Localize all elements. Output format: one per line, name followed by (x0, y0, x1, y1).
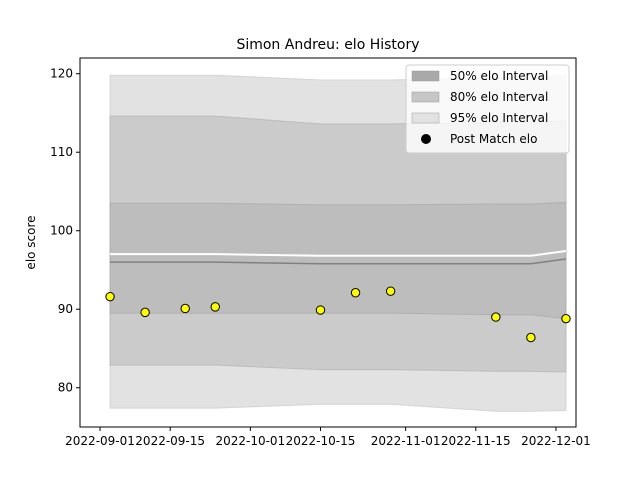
chart-title: Simon Andreu: elo History (236, 37, 419, 53)
y-axis-ticks: 80 90 100 110 120 (50, 67, 80, 395)
post-match-point (561, 313, 571, 324)
post-match-point (526, 332, 536, 343)
post-match-point (385, 286, 396, 296)
y-tick-label: 100 (50, 224, 73, 238)
legend-box (405, 64, 570, 154)
mean-elo-line (110, 258, 567, 265)
x-tick-label: 2022-10-15 (286, 434, 356, 448)
legend-swatch (411, 91, 440, 103)
interval-gap-line (110, 249, 567, 257)
legend: 50% elo Interval 80% elo Interval 95% elo … (405, 64, 570, 154)
legend-label: 95% elo Interval (450, 111, 548, 125)
legend-label: 50% elo Interval (450, 69, 548, 83)
post-match-point (350, 288, 361, 298)
post-match-point (105, 291, 115, 302)
post-match-points (105, 286, 571, 343)
x-tick-label: 2022-12-01 (521, 434, 591, 448)
x-tick-label: 2022-11-01 (371, 434, 441, 448)
post-match-point (180, 303, 190, 314)
x-tick-label: 2022-11-15 (441, 434, 511, 448)
post-match-point (315, 305, 326, 315)
post-match-point (491, 312, 501, 322)
legend-swatch (411, 112, 440, 124)
x-tick-label: 2022-10-01 (215, 434, 285, 448)
y-axis-label: elo score (24, 215, 38, 269)
y-tick-label: 110 (50, 145, 73, 159)
legend-label: Post Match elo (450, 132, 537, 146)
x-tick-label: 2022-09-01 (65, 434, 135, 448)
x-tick-label: 2022-09-15 (135, 434, 205, 448)
y-tick-label: 120 (50, 67, 73, 81)
post-match-point (210, 302, 220, 312)
interval-bands (109, 74, 567, 412)
legend-marker (421, 134, 431, 144)
band-50 (109, 201, 567, 320)
x-axis-ticks: 2022-09-01 2022-09-15 2022-10-01 2022-10-15… (65, 427, 591, 448)
legend-label: 80% elo Interval (450, 90, 548, 104)
post-match-point (140, 307, 150, 318)
legend-swatch (411, 70, 440, 82)
mean-lines (110, 249, 567, 265)
plot-frame (79, 57, 577, 428)
y-tick-label: 90 (58, 302, 73, 316)
y-tick-label: 80 (58, 381, 73, 395)
